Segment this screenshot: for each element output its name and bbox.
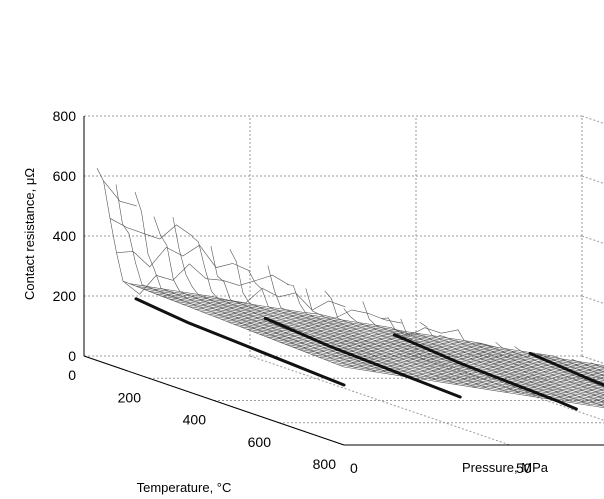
- grid-line: [249, 355, 511, 446]
- x-tick-label: 800: [313, 456, 337, 472]
- mesh-line: [495, 342, 604, 388]
- x-tick-label: 400: [183, 412, 207, 428]
- mesh-line: [533, 354, 604, 380]
- mesh-line: [134, 191, 376, 372]
- mesh-line: [552, 355, 604, 376]
- mesh-line: [252, 331, 604, 387]
- mesh-line: [305, 288, 521, 394]
- grid-line: [581, 115, 604, 125]
- mesh-line: [291, 346, 604, 396]
- mesh-line: [285, 344, 604, 395]
- mesh-line: [103, 180, 137, 207]
- x-tick-label: 200: [118, 389, 142, 405]
- z-tick-label: 800: [53, 108, 77, 124]
- y-tick-label: 50: [516, 460, 532, 476]
- x-tick-label: 600: [248, 434, 272, 450]
- z-tick-label: 200: [53, 288, 77, 304]
- z-tick-label: 400: [53, 228, 77, 244]
- mesh-line: [226, 321, 604, 381]
- mesh-line: [129, 283, 346, 311]
- mesh-line: [155, 293, 554, 357]
- profile-line: [263, 316, 462, 399]
- mesh-line: [259, 333, 604, 389]
- x-axis-ticks: 0 200 400 600 800: [68, 367, 336, 472]
- mesh-line: [272, 338, 604, 392]
- x-axis-line: [83, 355, 345, 446]
- mesh-line: [265, 336, 604, 390]
- highlighted-profiles: [134, 297, 604, 411]
- mesh-line: [311, 354, 604, 401]
- mesh-line: [278, 341, 604, 393]
- y-axis-title: Pressure, MPa: [462, 460, 549, 475]
- mesh-line: [168, 298, 604, 368]
- profile-line: [392, 333, 578, 411]
- mesh-line: [207, 313, 604, 377]
- mesh-line: [194, 308, 604, 374]
- x-axis-title: Temperature, °C: [137, 480, 232, 495]
- mesh-line: [122, 263, 290, 295]
- grid-line: [581, 235, 604, 245]
- mesh-line: [220, 318, 604, 380]
- mesh-line: [343, 366, 604, 409]
- z-tick-label: 0: [68, 348, 76, 364]
- mesh-line: [200, 311, 604, 375]
- mesh-line: [304, 351, 604, 399]
- mesh-line: [174, 301, 604, 369]
- mesh-line: [246, 328, 604, 386]
- x-tick-label: 0: [68, 367, 76, 383]
- z-tick-label: 600: [53, 168, 77, 184]
- profile-line: [528, 351, 604, 387]
- grid-line: [415, 355, 604, 421]
- mesh-line: [233, 323, 604, 383]
- mesh-line: [142, 288, 458, 337]
- mesh-line: [476, 343, 604, 392]
- z-axis-title: Contact resistance, μΩ: [22, 168, 37, 300]
- y-tick-label: 0: [350, 460, 358, 476]
- mesh-line: [172, 216, 408, 377]
- surface-mesh: [96, 168, 604, 409]
- mesh-line: [239, 326, 604, 384]
- mesh-line: [330, 361, 604, 406]
- profile-line: [134, 297, 346, 387]
- mesh-line: [337, 364, 604, 407]
- mesh-line: [324, 359, 604, 404]
- mesh-line: [109, 218, 194, 240]
- mesh-line: [135, 285, 402, 324]
- mesh-line: [317, 356, 604, 402]
- y-axis-ticks: 050100150: [350, 460, 532, 476]
- z-axis-ticks: 0 200 400 600 800: [53, 108, 77, 364]
- mesh-line: [213, 316, 604, 378]
- mesh-line: [116, 244, 250, 271]
- mesh-line: [148, 291, 498, 348]
- mesh-line: [298, 349, 604, 398]
- grid-line: [581, 175, 604, 185]
- mesh-line: [181, 303, 604, 371]
